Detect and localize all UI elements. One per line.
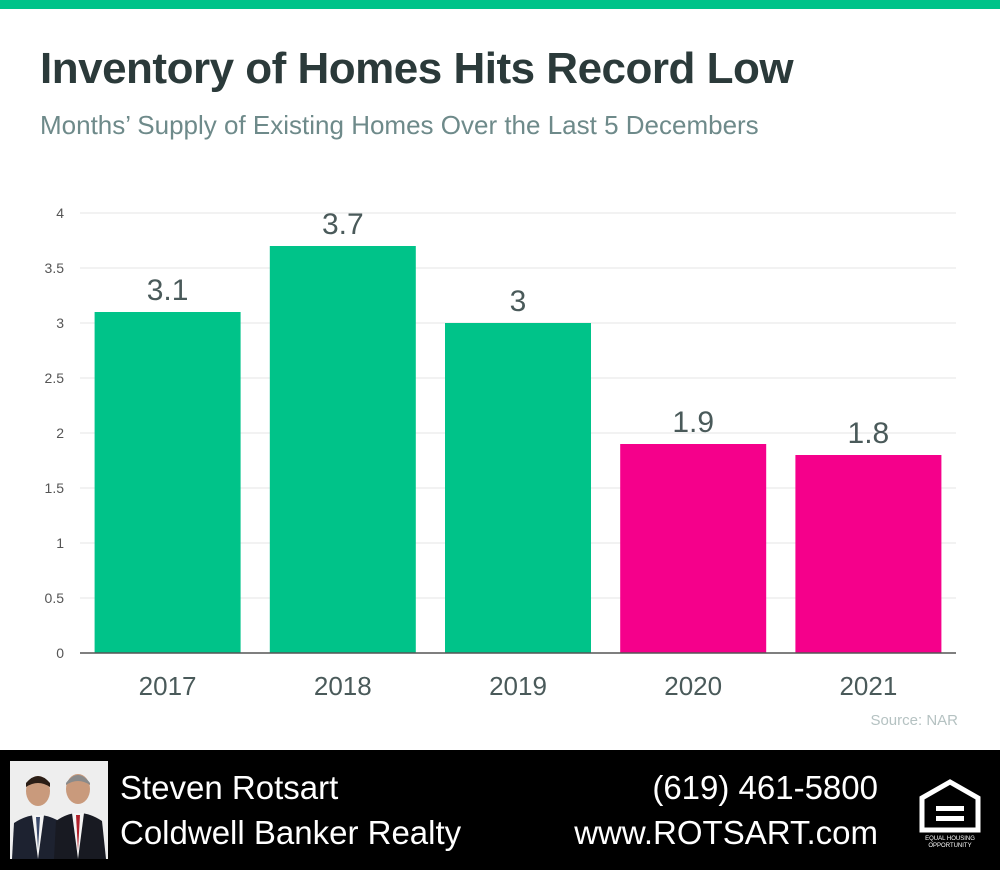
brokerage-name: Coldwell Banker Realty [120, 814, 462, 851]
data-label: 3.1 [147, 274, 189, 307]
data-label: 3.7 [322, 208, 364, 241]
top-accent-bar [0, 0, 1000, 9]
y-tick-label: 1 [56, 535, 64, 551]
x-tick-label: 2021 [839, 671, 897, 701]
bar-2021 [795, 455, 942, 653]
source-note: Source: NAR [870, 712, 958, 729]
y-tick-label: 2 [56, 425, 64, 441]
y-tick-label: 0.5 [45, 590, 65, 606]
chart-title: Inventory of Homes Hits Record Low [40, 44, 794, 93]
y-tick-label: 4 [56, 205, 64, 221]
data-label: 1.9 [672, 406, 714, 439]
chart-subtitle: Months’ Supply of Existing Homes Over th… [40, 110, 759, 140]
data-label: 1.8 [848, 417, 890, 450]
y-tick-label: 0 [56, 645, 64, 661]
y-tick-label: 1.5 [45, 480, 65, 496]
agent-name: Steven Rotsart [120, 769, 339, 806]
x-tick-label: 2020 [664, 671, 722, 701]
data-label: 3 [510, 285, 527, 318]
y-tick-label: 2.5 [45, 370, 65, 386]
agent-photo [10, 761, 108, 859]
bar-2017 [94, 312, 241, 653]
bar-chart: 0 0.5 1 1.5 2 2.5 3 3.5 4 3.1 2017 3.7 2018 3 2019 1.9 2… [45, 205, 956, 701]
equal-housing-icon: EQUAL HOUSING OPPORTUNITY [919, 779, 981, 849]
bar-2018 [269, 246, 416, 653]
footer-banner: Steven Rotsart Coldwell Banker Realty (6… [0, 750, 1000, 870]
bar-2019 [445, 323, 591, 653]
website-link[interactable]: www.ROTSART.com [574, 814, 878, 851]
x-tick-label: 2017 [139, 671, 197, 701]
x-tick-label: 2018 [314, 671, 372, 701]
logo-text-line2: OPPORTUNITY [928, 843, 971, 849]
phone-number[interactable]: (619) 461-5800 [652, 769, 878, 806]
logo-text-line1: EQUAL HOUSING [925, 836, 975, 842]
y-tick-label: 3 [56, 315, 64, 331]
bar-2020 [620, 444, 767, 653]
x-tick-label: 2019 [489, 671, 547, 701]
y-tick-label: 3.5 [45, 260, 65, 276]
